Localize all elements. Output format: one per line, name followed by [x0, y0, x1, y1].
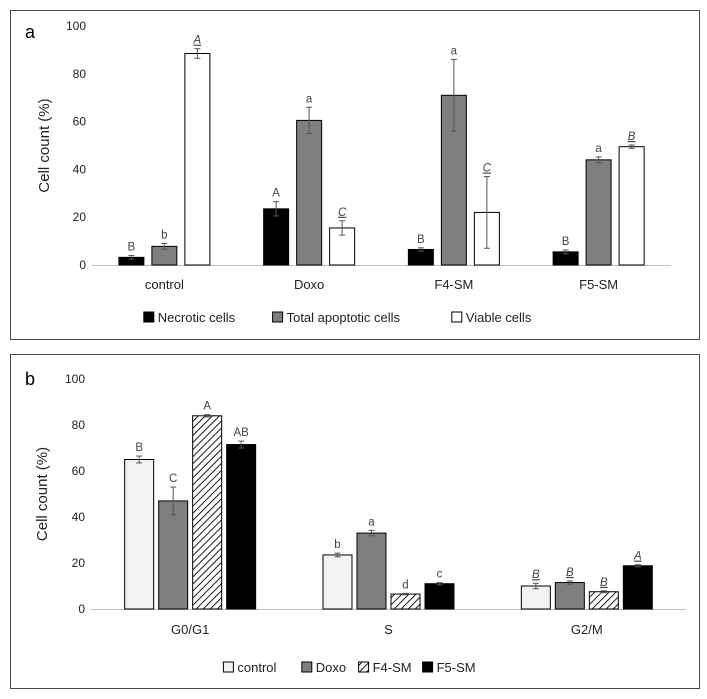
significance-label: b: [334, 539, 340, 551]
category-label: S: [384, 622, 393, 637]
category-label: Doxo: [294, 277, 324, 292]
significance-label: AB: [233, 427, 249, 439]
category-label: G0/G1: [171, 622, 209, 637]
y-tick-label: 60: [73, 115, 87, 129]
y-tick-label: 100: [66, 19, 86, 33]
y-tick-label: 20: [72, 556, 86, 570]
significance-label: B: [417, 234, 425, 246]
significance-label: C: [169, 473, 177, 485]
y-tick-label: 20: [73, 210, 87, 224]
legend-label: Necrotic cells: [158, 310, 236, 325]
y-tick-label: 80: [73, 67, 87, 81]
significance-label: A: [272, 188, 280, 200]
panel-label: a: [25, 22, 36, 42]
y-tick-label: 0: [78, 602, 85, 616]
significance-label: a: [595, 143, 602, 155]
bar-necrotic-cells: [407, 248, 434, 266]
significance-label: a: [451, 45, 458, 57]
significance-label: C: [483, 163, 492, 175]
chart-a-svg: a Cell count (%) 0 20 40 60 80 100 control Bb A Dox…: [25, 19, 671, 325]
y-tick-label: 100: [65, 372, 85, 386]
significance-label: d: [402, 579, 408, 591]
legend-swatch: [301, 661, 313, 673]
legend-swatch: [143, 311, 155, 323]
bar-f5-sm: [226, 444, 257, 610]
y-tick-label: 40: [73, 162, 87, 176]
legend-label: Doxo: [316, 660, 346, 675]
legend-label: F5-SM: [437, 660, 476, 675]
y-tick-label: 80: [72, 418, 86, 432]
legend-swatch: [222, 661, 234, 673]
bar-doxo: [356, 532, 387, 610]
y-tick-label: 0: [79, 258, 86, 272]
bar-f4-sm: [192, 415, 223, 610]
significance-label: C: [338, 207, 347, 219]
significance-label: A: [203, 401, 211, 413]
bar-control: [520, 585, 551, 610]
legend-label: Total apoptotic cells: [287, 310, 401, 325]
significance-label: B: [562, 236, 570, 248]
panel-label: b: [25, 369, 35, 389]
bar-f5-sm: [424, 583, 455, 610]
y-tick-label: 40: [72, 510, 86, 524]
y-tick-label: 60: [72, 464, 86, 478]
legend-label: control: [237, 660, 276, 675]
bar-necrotic-cells: [263, 208, 290, 266]
significance-label: b: [161, 229, 167, 241]
bar-viable-cells: [618, 146, 645, 266]
bar-f4-sm: [390, 593, 421, 610]
legend-swatch: [272, 311, 284, 323]
significance-label: A: [193, 35, 202, 47]
significance-label: B: [135, 442, 143, 454]
significance-label: a: [368, 516, 375, 528]
significance-label: B: [628, 131, 636, 143]
category-label: F5-SM: [579, 277, 618, 292]
bar-control: [322, 554, 353, 610]
legend-label: Viable cells: [466, 310, 532, 325]
bar-f5-sm: [622, 565, 653, 610]
bar-control: [124, 459, 155, 610]
bar-total-apoptotic-cells: [296, 119, 323, 266]
bar-f4-sm: [588, 591, 619, 610]
legend-swatch: [451, 311, 463, 323]
category-label: F4-SM: [434, 277, 473, 292]
significance-label: a: [306, 93, 313, 105]
legend-swatch: [358, 661, 370, 673]
significance-label: A: [633, 551, 642, 563]
legend-swatch: [422, 661, 434, 673]
bar-total-apoptotic-cells: [585, 159, 612, 266]
significance-label: B: [566, 567, 574, 579]
significance-label: B: [532, 569, 540, 581]
bar-doxo: [158, 500, 189, 610]
significance-label: c: [437, 569, 443, 581]
legend-label: F4-SM: [373, 660, 412, 675]
significance-label: B: [600, 577, 608, 589]
category-label: control: [145, 277, 184, 292]
category-label: G2/M: [571, 622, 603, 637]
y-axis-label: Cell count (%): [34, 447, 51, 541]
y-axis-label: Cell count (%): [36, 98, 53, 192]
bar-doxo: [554, 582, 585, 610]
bar-viable-cells: [184, 52, 211, 266]
significance-label: B: [128, 241, 136, 253]
